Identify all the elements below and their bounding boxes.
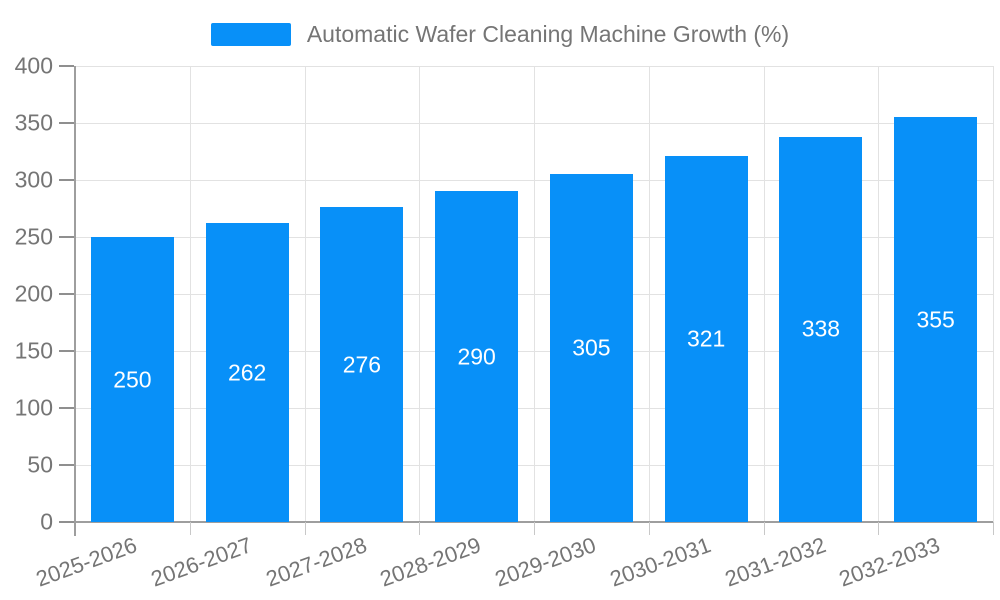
y-axis-tick-label: 200 — [14, 280, 53, 307]
y-axis-tick — [59, 293, 74, 295]
x-axis-tick — [648, 522, 650, 535]
y-axis-tick-label: 400 — [14, 52, 53, 79]
y-axis-tick-label: 150 — [14, 337, 53, 364]
x-axis-category-label: 2025-2026 — [32, 532, 141, 592]
y-axis-tick — [59, 179, 74, 181]
x-axis-category-label: 2029-2030 — [491, 532, 600, 592]
bar[interactable] — [549, 174, 633, 522]
x-axis-tick — [304, 522, 306, 535]
gridline-vertical — [763, 66, 765, 522]
bar[interactable] — [894, 117, 978, 522]
bar-value-label: 262 — [227, 359, 267, 386]
x-axis-tick — [534, 522, 535, 535]
gridline-vertical — [189, 66, 191, 522]
y-axis-line — [74, 66, 76, 536]
bar-value-label: 276 — [342, 351, 382, 378]
x-axis-category-label: 2030-2031 — [606, 532, 714, 592]
bar-value-label: 305 — [572, 334, 611, 361]
bar-value-label: 250 — [113, 366, 152, 392]
legend-label: Automatic Wafer Cleaning Machine Growth … — [306, 20, 790, 47]
y-axis-tick — [59, 65, 74, 67]
y-axis-tick — [59, 122, 74, 124]
bar-value-label: 355 — [916, 306, 955, 333]
x-axis-tick — [763, 522, 765, 535]
x-axis-tick — [189, 522, 191, 535]
x-axis-category-label: 2027-2028 — [262, 532, 370, 592]
x-axis-tick — [878, 522, 880, 535]
x-axis-category-label: 2031-2032 — [721, 532, 829, 592]
y-axis-tick — [59, 521, 74, 523]
y-axis-tick — [59, 407, 74, 409]
y-axis-tick — [59, 464, 74, 466]
x-axis-category-label: 2026-2027 — [147, 532, 255, 592]
gridline-vertical — [648, 66, 650, 522]
bar-value-label: 290 — [457, 343, 496, 370]
gridline-vertical — [878, 66, 880, 522]
y-axis-tick-label: 50 — [27, 451, 53, 478]
y-axis-tick-label: 250 — [14, 223, 53, 250]
y-axis-tick-label: 100 — [14, 394, 53, 421]
bar[interactable] — [320, 207, 404, 522]
bar[interactable] — [435, 191, 519, 522]
gridline-vertical — [419, 66, 421, 522]
x-axis-category-label: 2028-2029 — [377, 532, 485, 592]
y-axis-tick-label: 300 — [14, 166, 53, 193]
x-axis-tick — [993, 522, 994, 535]
y-axis-tick-label: 0 — [40, 508, 53, 535]
gridline-vertical — [304, 66, 306, 522]
legend[interactable]: Automatic Wafer Cleaning Machine Growth … — [0, 12, 1000, 56]
gridline-vertical — [534, 66, 535, 522]
bar-value-label: 321 — [686, 325, 726, 352]
y-axis-tick — [59, 350, 74, 352]
gridline-vertical — [993, 66, 994, 522]
bar[interactable] — [664, 156, 748, 522]
legend-swatch — [210, 22, 291, 46]
y-axis-tick — [59, 236, 74, 238]
bar[interactable] — [779, 136, 863, 522]
x-axis-tick — [419, 522, 421, 535]
bar[interactable] — [205, 223, 289, 522]
bar[interactable] — [90, 237, 174, 522]
bar-value-label: 338 — [801, 315, 841, 342]
y-axis-tick-label: 350 — [14, 109, 53, 136]
x-axis-category-label: 2032-2033 — [836, 532, 944, 592]
